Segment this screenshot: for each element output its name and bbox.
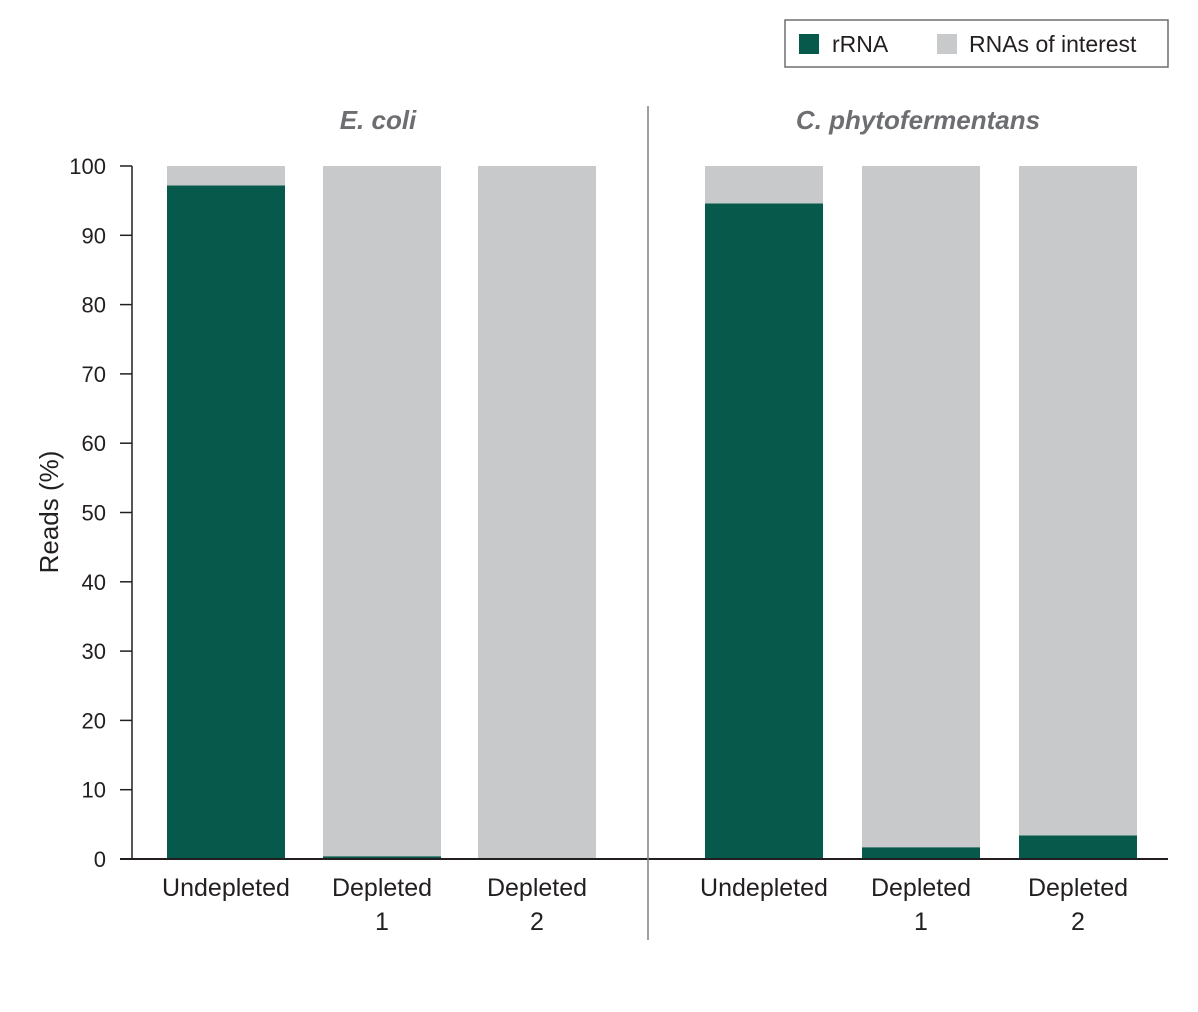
legend-swatch-rrna: [799, 34, 819, 54]
bar-rnas-of-interest-panel2-2: [862, 166, 980, 848]
category-label-line: 2: [530, 908, 544, 936]
legend-label-rnas-of-interest: RNAs of interest: [969, 31, 1137, 57]
legend-label-rrna: rRNA: [832, 31, 889, 57]
y-tick-label: 50: [82, 501, 106, 526]
bar-rrna-panel2-3: [1019, 835, 1137, 859]
y-tick-label: 0: [94, 847, 106, 872]
bars: [167, 166, 1137, 860]
bar-rnas-of-interest-panel1-3: [478, 166, 596, 859]
panel-title-2: C. phytofermentans: [796, 105, 1040, 135]
bar-rnas-of-interest-panel1-2: [323, 166, 441, 857]
category-label-panel2-1: Undepleted: [700, 874, 828, 902]
category-label-line: Depleted: [1028, 874, 1128, 902]
category-label-line: Undepleted: [700, 874, 828, 902]
panel-title-1: E. coli: [340, 105, 417, 135]
category-label-line: Depleted: [871, 874, 971, 902]
y-tick-label: 10: [82, 778, 106, 803]
labels: Undepleted Depleted 1 Depleted 2 Undepleted De…: [34, 154, 1128, 936]
category-label-line: Depleted: [487, 874, 587, 902]
y-tick-label: 40: [82, 570, 106, 595]
legend-swatch-rnas-of-interest: [937, 34, 957, 54]
category-label-panel1-3: Depleted 2: [487, 874, 587, 936]
category-label-panel2-2: Depleted 1: [871, 874, 971, 936]
category-label-line: 1: [914, 908, 928, 936]
bar-rnas-of-interest-panel1-1: [167, 166, 285, 186]
bar-rrna-panel2-2: [862, 847, 980, 859]
bar-rrna-panel1-2: [323, 856, 441, 859]
y-tick-label: 90: [82, 223, 106, 248]
bar-rnas-of-interest-panel2-3: [1019, 166, 1137, 836]
category-label-panel1-2: Depleted 1: [332, 874, 432, 936]
y-tick-label: 100: [69, 154, 106, 179]
axes: [120, 106, 1168, 940]
category-label-line: 1: [375, 908, 389, 936]
bar-rrna-panel2-1: [705, 203, 823, 859]
y-axis-label: Reads (%): [34, 451, 64, 574]
y-tick-label: 70: [82, 362, 106, 387]
category-label-line: Depleted: [332, 874, 432, 902]
bar-rrna-panel1-1: [167, 185, 285, 860]
legend: rRNA RNAs of interest: [784, 19, 1169, 68]
category-label-line: 2: [1071, 908, 1085, 936]
category-label-panel2-3: Depleted 2: [1028, 874, 1128, 936]
y-tick-label: 20: [82, 708, 106, 733]
category-label-line: Undepleted: [162, 874, 290, 902]
bar-rnas-of-interest-panel2-1: [705, 166, 823, 204]
y-tick-label: 60: [82, 431, 106, 456]
category-label-panel1-1: Undepleted: [162, 874, 290, 902]
panel-titles: E. coli C. phytofermentans: [340, 105, 1040, 135]
y-tick-label: 30: [82, 639, 106, 664]
legend-box: [784, 19, 1169, 68]
y-tick-label: 80: [82, 293, 106, 318]
